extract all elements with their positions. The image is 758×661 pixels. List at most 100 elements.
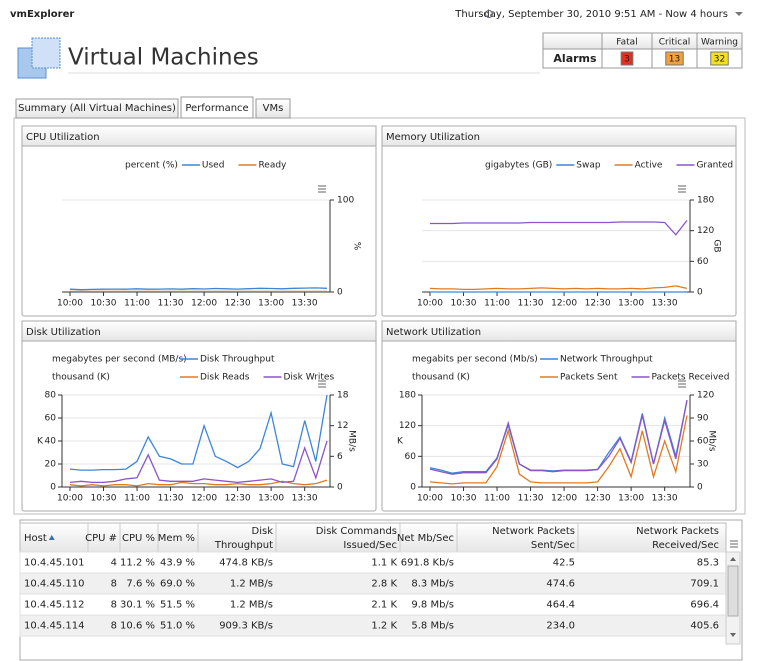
alarm-column: Warning — [701, 38, 738, 48]
series-line — [69, 394, 328, 471]
y-axis-label: K — [37, 437, 44, 447]
column-header[interactable]: Disk — [252, 526, 274, 537]
x-tick-label: 13:30 — [652, 494, 678, 504]
y-tick-label: 0 — [697, 288, 703, 298]
column-header[interactable]: CPU # — [85, 533, 117, 544]
table-cell: 2.1 K — [371, 600, 397, 611]
table-cell: 10.4.45.114 — [24, 621, 84, 632]
scrollbar-thumb[interactable] — [727, 565, 739, 617]
column-header[interactable]: Net Mb/Sec — [397, 533, 454, 544]
table-cell: 7.6 % — [126, 579, 155, 590]
y-axis-label: GB — [712, 239, 722, 252]
series-line — [430, 220, 688, 236]
dropdown-arrow[interactable] — [735, 12, 743, 16]
legend-label: Swap — [576, 161, 601, 171]
tab[interactable] — [180, 96, 254, 119]
panel-title-bar — [21, 125, 377, 147]
panel-title-bar — [381, 125, 737, 147]
column-header[interactable]: Network Packets — [636, 526, 719, 537]
y-tick-label: 80 — [45, 391, 57, 401]
x-tick-label: 11:30 — [518, 299, 544, 309]
table-cell: 709.1 — [690, 579, 719, 590]
alarm-badge[interactable] — [710, 51, 729, 66]
content-frame — [13, 117, 746, 515]
table-cell: 10.4.45.101 — [24, 558, 84, 569]
x-tick-label: 13:00 — [618, 299, 644, 309]
y-tick-label: 120 — [697, 391, 714, 401]
legend-label: Disk Writes — [284, 373, 335, 383]
table-cell: 464.4 — [546, 600, 575, 611]
column-header[interactable]: Network Packets — [492, 526, 575, 537]
series-line — [69, 287, 328, 291]
x-tick-label: 12:30 — [585, 299, 611, 309]
table-cell: 10.6 % — [120, 621, 155, 632]
alarm-badge[interactable] — [665, 51, 684, 66]
table-cell: 85.3 — [697, 558, 719, 569]
column-header[interactable]: Disk Commands — [316, 526, 397, 537]
table-cell: 234.0 — [546, 621, 575, 632]
table-cell: 8 — [111, 579, 117, 590]
x-tick-label: 10:00 — [417, 299, 443, 309]
scroll-down[interactable] — [730, 633, 736, 637]
alarm-header — [542, 32, 743, 50]
table-cell: 1.1 K — [371, 558, 397, 569]
y-tick-label: 100 — [337, 196, 354, 206]
panel-title-bar — [21, 320, 377, 342]
host-table: Host CPU # CPU % Mem % Disk Throughput Disk Co… — [19, 519, 743, 661]
column-header[interactable]: Mem % — [158, 533, 195, 544]
scroll-up[interactable] — [730, 557, 736, 561]
column-header[interactable]: Received/Sec — [652, 540, 719, 551]
table-cell: 1.2 MB/s — [230, 600, 273, 611]
y-tick-label: 12 — [337, 421, 348, 431]
table-cell: 2.8 K — [371, 579, 397, 590]
tab[interactable] — [255, 98, 291, 119]
table-cell: 474.6 — [546, 579, 575, 590]
y-axis-label: % — [352, 242, 362, 251]
alarm-badge[interactable] — [620, 51, 634, 66]
alarm-column: Fatal — [616, 38, 637, 48]
panel-title: Network Utilization — [386, 327, 481, 338]
table-cell: 51.0 % — [160, 621, 195, 632]
x-tick-label: 13:30 — [292, 299, 318, 309]
panel-frame — [21, 125, 377, 317]
tab-label: Performance — [185, 103, 248, 114]
column-header[interactable]: CPU % — [122, 533, 155, 544]
legend-label: Network Throughput — [560, 355, 653, 365]
alarm-column: Critical — [659, 38, 690, 48]
table-cell: 691.8 Kb/s — [401, 558, 454, 569]
column-header[interactable]: Issued/Sec — [343, 540, 397, 551]
column-header[interactable]: Sent/Sec — [531, 540, 575, 551]
legend-label: Ready — [258, 161, 287, 171]
table-cell: 69.0 % — [160, 579, 195, 590]
y-tick-label: 60 — [697, 257, 709, 267]
legend-label: Active — [635, 161, 663, 171]
x-tick-label: 10:30 — [451, 494, 477, 504]
table-cell: 8.3 Mb/s — [411, 579, 454, 590]
legend-label: Packets Sent — [560, 373, 618, 383]
y-tick-label: 40 — [45, 437, 57, 447]
x-tick-label: 10:00 — [417, 494, 443, 504]
y-tick-label: 0 — [410, 483, 416, 493]
y-tick-label: 20 — [45, 460, 57, 470]
time-range[interactable]: Thursday, September 30, 2010 9:51 AM - N… — [454, 9, 728, 20]
column-header[interactable]: Throughput — [214, 540, 273, 551]
y-tick-label: 0 — [697, 483, 703, 493]
column-header[interactable]: Host — [24, 533, 47, 544]
x-tick-label: 10:30 — [91, 299, 117, 309]
y-tick-label: 90 — [697, 414, 709, 424]
panel-title: Disk Utilization — [26, 327, 101, 338]
y2-axis-label: Mb/s — [707, 430, 717, 452]
tab[interactable] — [15, 98, 179, 119]
table-cell: 10.4.45.110 — [24, 579, 84, 590]
y-tick-label: 6 — [337, 452, 343, 462]
legend-unit: megabytes per second (MB/s) — [52, 355, 187, 365]
panel-title-bar — [381, 320, 737, 342]
x-tick-label: 12:30 — [585, 494, 611, 504]
y-tick-label: 120 — [399, 421, 416, 431]
time-icon — [485, 10, 493, 18]
alarm-label: Alarms — [553, 52, 597, 65]
table-cell: 10.4.45.112 — [24, 600, 84, 611]
x-tick-label: 12:00 — [191, 299, 217, 309]
y-tick-label: 120 — [697, 226, 714, 236]
